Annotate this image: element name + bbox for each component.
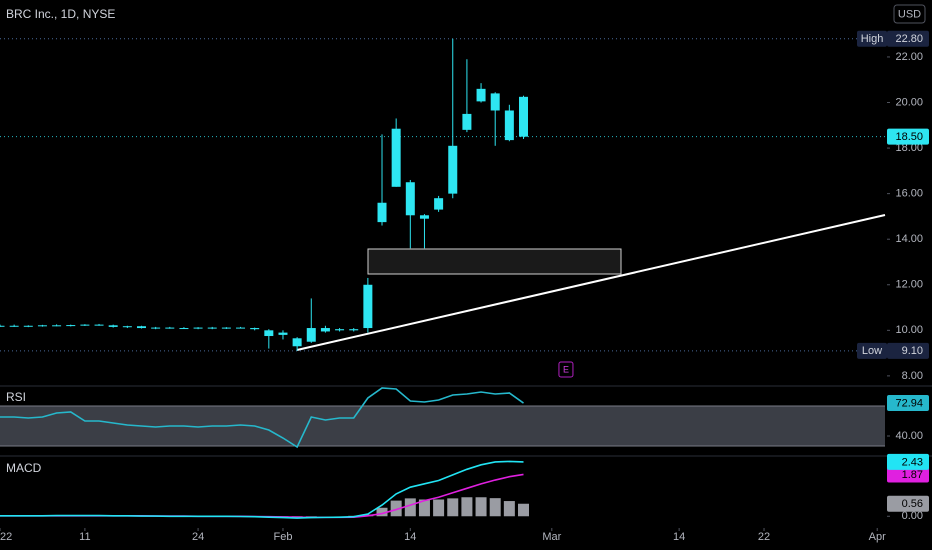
candle-body xyxy=(462,113,472,130)
candle-body xyxy=(292,338,302,347)
histogram-bar xyxy=(461,497,473,517)
last-value-bg xyxy=(887,495,929,512)
histogram-bar xyxy=(433,499,445,517)
histogram-bar xyxy=(489,498,501,517)
x-tick-label: Apr xyxy=(869,531,886,543)
y-tick-label: 14.00 xyxy=(895,233,923,245)
last-price: 18.50 xyxy=(895,131,923,143)
candle-body xyxy=(0,325,5,327)
y-tick-label: 20.00 xyxy=(895,96,923,108)
marker-value: 9.10 xyxy=(902,345,923,357)
y-tick-label: 0.00 xyxy=(902,510,923,522)
candle-body xyxy=(122,326,132,328)
marker-value-bg xyxy=(887,342,929,359)
drawn-box xyxy=(367,248,622,275)
histogram-bar xyxy=(447,498,459,517)
candle-body xyxy=(66,325,76,327)
marker-value-bg xyxy=(887,30,929,47)
candle-body xyxy=(52,325,62,327)
candle-body xyxy=(519,96,529,137)
x-tick-label: 11 xyxy=(79,531,90,543)
currency-box xyxy=(893,4,926,24)
last-value-bg xyxy=(887,453,929,470)
macd-line xyxy=(0,460,524,519)
marker-name: Low xyxy=(862,345,882,357)
rsi-line xyxy=(0,387,524,449)
histogram-bar xyxy=(376,507,388,517)
candle-body xyxy=(504,110,514,141)
marker-value: 22.80 xyxy=(895,33,923,45)
chart-title: BRC Inc., 1D, NYSE xyxy=(6,7,115,21)
last-price-bg xyxy=(887,128,929,145)
last-value-bg xyxy=(887,395,929,412)
candle-body xyxy=(221,327,231,329)
candle-body xyxy=(264,330,274,337)
last-value: 0.56 xyxy=(902,498,923,510)
candle-body xyxy=(23,325,33,327)
last-value: 1.87 xyxy=(902,469,923,481)
candle-body xyxy=(250,328,260,330)
candle-body xyxy=(434,198,444,210)
marker-name: High xyxy=(861,33,884,45)
candle-body xyxy=(391,128,401,187)
candle-body xyxy=(179,328,189,330)
histogram-bar xyxy=(518,503,530,517)
candle-body xyxy=(306,328,316,342)
candle-body xyxy=(207,327,217,329)
x-tick-label: 22 xyxy=(758,531,770,543)
candle-body xyxy=(151,327,161,329)
candle-body xyxy=(419,215,429,219)
last-value-bg xyxy=(887,466,929,483)
y-tick-label: 8.00 xyxy=(902,370,923,382)
histogram-bar xyxy=(418,499,430,517)
last-value: 72.94 xyxy=(895,397,923,409)
y-tick-label: 10.00 xyxy=(895,324,923,336)
event-label: E xyxy=(563,364,569,374)
histogram-bar xyxy=(390,500,402,517)
candle-body xyxy=(349,329,359,331)
candle-body xyxy=(136,326,146,329)
candle-body xyxy=(193,327,203,329)
candle-body xyxy=(236,327,246,329)
currency: USD xyxy=(898,8,921,20)
pane-title: MACD xyxy=(6,461,42,475)
candle-body xyxy=(94,324,104,326)
x-tick-label: 14 xyxy=(673,531,685,543)
candle-body xyxy=(363,284,373,329)
y-tick-label: 12.00 xyxy=(895,279,923,291)
candle-body xyxy=(490,93,500,111)
candle-body xyxy=(108,325,118,327)
x-tick-label: Mar xyxy=(542,531,561,543)
trend-line xyxy=(296,214,886,351)
marker-name-bg xyxy=(857,342,887,359)
y-tick-label: 18.00 xyxy=(895,142,923,154)
x-tick-label: 2022 xyxy=(0,531,12,543)
candle-body xyxy=(405,182,415,216)
x-tick-label: 14 xyxy=(404,531,416,543)
marker-name-bg xyxy=(857,30,887,47)
candle-body xyxy=(320,328,330,332)
candle-body xyxy=(165,327,175,329)
histogram-bar xyxy=(475,497,487,517)
y-tick-label: 22.00 xyxy=(895,51,923,63)
candle-body xyxy=(335,329,345,331)
histogram-bar xyxy=(503,501,515,517)
candle-body xyxy=(476,88,486,102)
macd-line xyxy=(0,473,524,519)
pane-title: RSI xyxy=(6,390,26,404)
event-marker xyxy=(558,361,574,378)
y-tick-label: 16.00 xyxy=(895,188,923,200)
last-value: 2.43 xyxy=(902,456,923,468)
candle-body xyxy=(377,202,387,223)
candle-body xyxy=(448,145,458,194)
candle-body xyxy=(37,325,47,327)
histogram-bar xyxy=(404,498,416,517)
candle-body xyxy=(278,332,288,335)
y-tick-label: 40.00 xyxy=(895,430,923,442)
candle-body xyxy=(9,325,19,327)
x-tick-label: 24 xyxy=(192,531,204,543)
x-tick-label: Feb xyxy=(273,531,292,543)
candle-body xyxy=(80,324,90,326)
